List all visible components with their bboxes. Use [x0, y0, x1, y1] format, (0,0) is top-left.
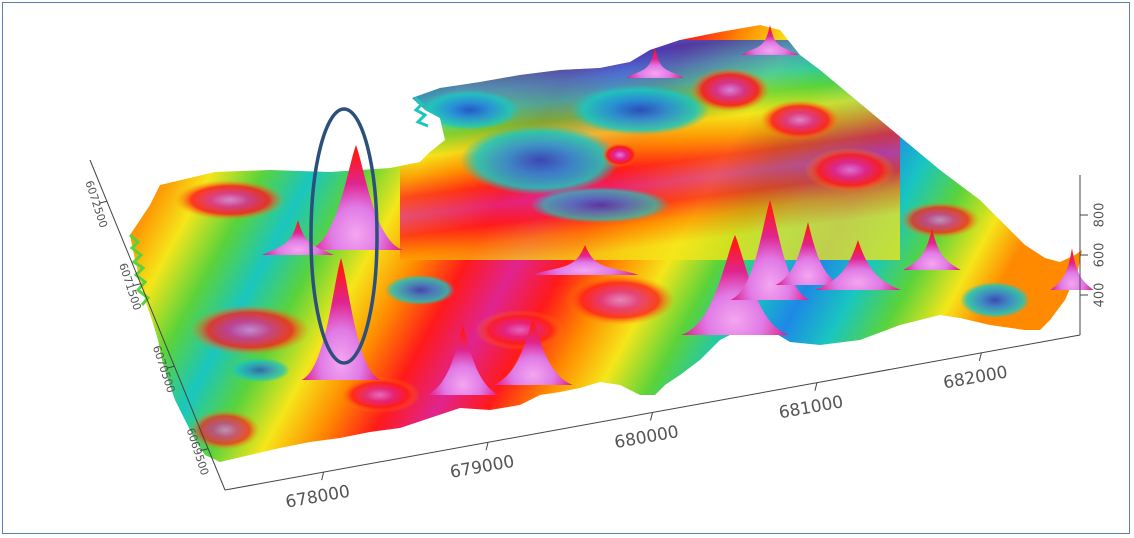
x-tick-mark — [978, 352, 982, 362]
y-tick-label: 6072500 — [82, 179, 110, 230]
z-tick-label: 400 — [1093, 283, 1108, 308]
x-tick-label: 680000 — [613, 422, 680, 453]
surface-peak — [1050, 248, 1094, 290]
surface-peaks — [262, 25, 1094, 395]
surface-mesh — [129, 25, 1082, 462]
surface-peak — [681, 235, 789, 335]
surface-peak — [427, 325, 499, 395]
z-tick-label: 800 — [1093, 203, 1108, 228]
surface-peak — [775, 222, 841, 285]
surface-peak — [903, 228, 961, 270]
z-tick-label: 600 — [1093, 243, 1108, 268]
surface-peak — [741, 25, 799, 55]
x-tick-mark — [650, 412, 653, 421]
highlight-ellipse — [309, 107, 379, 365]
x-tick-mark — [814, 382, 818, 391]
x-tick-label: 681000 — [777, 392, 844, 423]
x-tick-label: 678000 — [284, 482, 351, 513]
surface-peak — [531, 245, 639, 275]
y-tick-mark — [98, 200, 107, 204]
x-tick-mark — [321, 471, 325, 481]
surface-peak — [626, 48, 684, 78]
surface-peak — [814, 240, 902, 290]
y-tick-mark — [166, 365, 175, 369]
y-tick-mark — [132, 283, 141, 287]
z-axis-ticks: 800 600 400 — [1080, 203, 1108, 308]
surface-peak — [309, 145, 403, 250]
x-tick-label: 679000 — [449, 452, 516, 483]
x-tick-label: 682000 — [942, 362, 1009, 393]
x-tick-mark — [485, 442, 489, 451]
surface-peak — [493, 318, 573, 385]
surface-peak — [262, 220, 334, 255]
y-tick-mark — [200, 448, 209, 452]
